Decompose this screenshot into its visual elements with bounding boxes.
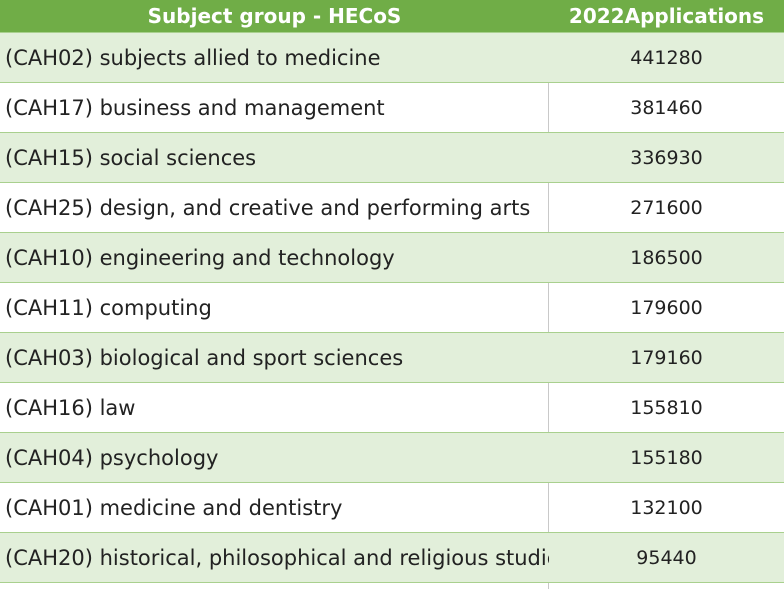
column-header-applications[interactable]: 2022Applications: [568, 4, 765, 28]
subject-cell[interactable]: (CAH20) historical, philosophical and re…: [5, 545, 549, 570]
subject-cell[interactable]: (CAH04) psychology: [5, 445, 219, 470]
applications-cell[interactable]: 271600: [630, 196, 703, 219]
table-row: (CAH10) engineering and technology 18650…: [0, 232, 784, 282]
subject-cell[interactable]: (CAH03) biological and sport sciences: [5, 345, 404, 370]
subject-cell[interactable]: (CAH10) engineering and technology: [5, 245, 395, 270]
subject-cell[interactable]: (CAH17) business and management: [0, 83, 549, 132]
applications-cell-empty: [549, 583, 784, 589]
subject-cell[interactable]: (CAH25) design, and creative and perform…: [0, 183, 549, 232]
applications-cell[interactable]: 132100: [630, 496, 703, 519]
subject-cell[interactable]: (CAH02) subjects allied to medicine: [5, 45, 381, 70]
subject-cell[interactable]: (CAH11) computing: [0, 283, 549, 332]
applications-cell[interactable]: 95440: [636, 546, 697, 569]
table-header: Subject group - HECoS 2022Applications: [0, 0, 784, 32]
table-row: (CAH02) subjects allied to medicine 4412…: [0, 32, 784, 82]
table-row: (CAH11) computing 179600: [0, 282, 784, 332]
table-row: (CAH20) historical, philosophical and re…: [0, 532, 784, 582]
applications-cell[interactable]: 155810: [630, 396, 703, 419]
subject-cell-empty: [0, 583, 549, 589]
applications-cell[interactable]: 336930: [630, 146, 703, 169]
applications-cell[interactable]: 381460: [630, 96, 703, 119]
table-row: (CAH01) medicine and dentistry 132100: [0, 482, 784, 532]
applications-cell[interactable]: 179160: [630, 346, 703, 369]
table-row: (CAH17) business and management 381460: [0, 82, 784, 132]
subject-cell[interactable]: (CAH01) medicine and dentistry: [0, 483, 549, 532]
applications-cell[interactable]: 179600: [630, 296, 703, 319]
table-row: (CAH25) design, and creative and perform…: [0, 182, 784, 232]
applications-cell[interactable]: 155180: [630, 446, 703, 469]
table-row: (CAH04) psychology 155180: [0, 432, 784, 482]
subject-cell[interactable]: (CAH16) law: [0, 383, 549, 432]
applications-cell[interactable]: 186500: [630, 246, 703, 269]
applications-cell[interactable]: 441280: [630, 46, 703, 69]
table-row: (CAH03) biological and sport sciences 17…: [0, 332, 784, 382]
table-row: (CAH16) law 155810: [0, 382, 784, 432]
column-header-subject[interactable]: Subject group - HECoS: [147, 4, 402, 28]
table-row: (CAH15) social sciences 336930: [0, 132, 784, 182]
table-row-partial: [0, 582, 784, 589]
subject-cell[interactable]: (CAH15) social sciences: [5, 145, 257, 170]
